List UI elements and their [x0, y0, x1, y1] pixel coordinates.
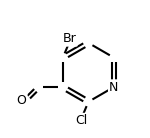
- Text: Cl: Cl: [76, 114, 88, 127]
- Text: N: N: [109, 81, 119, 94]
- Text: O: O: [16, 94, 26, 107]
- Text: Br: Br: [63, 32, 76, 45]
